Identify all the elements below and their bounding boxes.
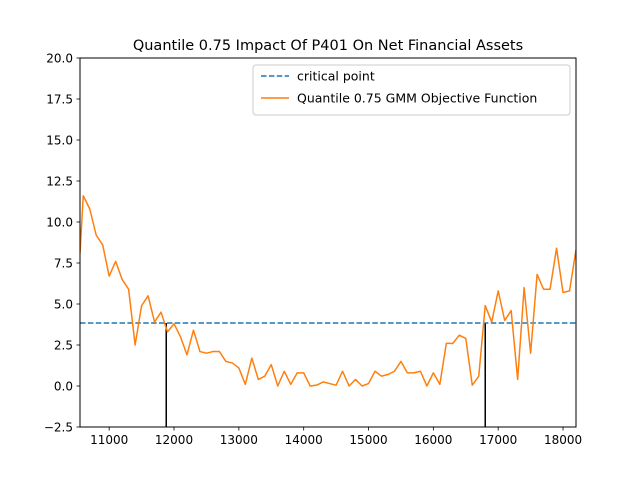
y-tick-label: −2.5 bbox=[44, 420, 73, 434]
y-tick-label: 0.0 bbox=[54, 379, 73, 393]
x-tick-label: 13000 bbox=[220, 433, 258, 447]
plot-area bbox=[80, 195, 576, 427]
y-tick-label: 5.0 bbox=[54, 297, 73, 311]
y-tick-label: 7.5 bbox=[54, 256, 73, 270]
x-tick-label: 12000 bbox=[155, 433, 193, 447]
axes-frame bbox=[79, 57, 577, 428]
chart-title: Quantile 0.75 Impact Of P401 On Net Fina… bbox=[133, 38, 523, 54]
legend-label-objective-function: Quantile 0.75 GMM Objective Function bbox=[297, 91, 537, 106]
x-tick-label: 16000 bbox=[414, 433, 452, 447]
plot-clipped-group bbox=[80, 195, 576, 427]
y-tick-label: 2.5 bbox=[54, 338, 73, 352]
y-tick-label: 12.5 bbox=[46, 174, 73, 188]
x-tick-label: 17000 bbox=[479, 433, 517, 447]
objective-function-line bbox=[80, 195, 576, 387]
legend-box bbox=[252, 64, 571, 116]
y-tick-label: 17.5 bbox=[46, 92, 73, 106]
x-tick-label: 11000 bbox=[90, 433, 128, 447]
x-tick-label: 15000 bbox=[349, 433, 387, 447]
y-tick-label: 15.0 bbox=[46, 133, 73, 147]
axes: 11000 12000 13000 14000 15000 16000 17000 18000… bbox=[44, 51, 582, 447]
x-tick-label: 18000 bbox=[544, 433, 582, 447]
y-tick-label: 20.0 bbox=[46, 51, 73, 65]
x-tick-label: 14000 bbox=[285, 433, 323, 447]
legend-label-critical-point: critical point bbox=[297, 69, 375, 84]
y-tick-label: 10.0 bbox=[46, 215, 73, 229]
legend: critical point Quantile 0.75 GMM Objectiv… bbox=[252, 64, 571, 116]
